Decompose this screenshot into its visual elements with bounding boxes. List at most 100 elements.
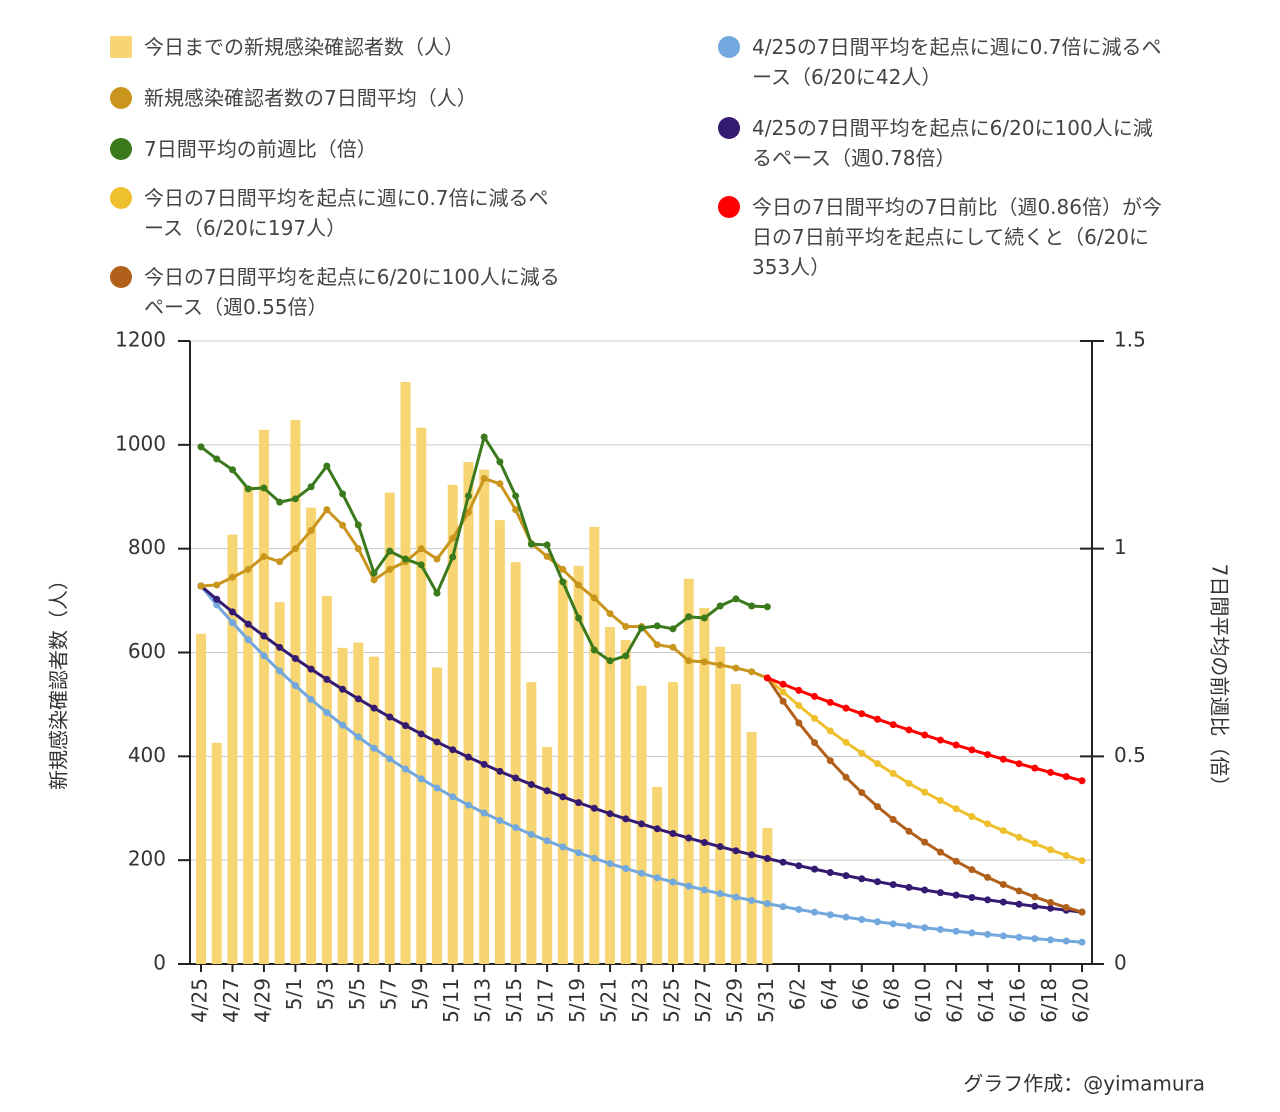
point [669,625,677,633]
x-tick-label: 4/27 [219,978,243,1023]
legend-marker [718,196,740,218]
point [968,813,976,821]
point [291,654,299,662]
x-tick-label: 6/18 [1037,978,1061,1023]
point [543,541,551,549]
point [512,774,520,782]
x-tick-label: 5/31 [754,978,778,1023]
point [386,713,394,721]
point [1047,936,1055,944]
point [763,603,771,611]
point [811,714,819,722]
point [921,838,929,846]
legend-entry: 4/25の7日間平均を起点に6/20に100人に減るペース（週0.78倍） [718,113,1172,173]
point [763,855,771,863]
point [590,854,598,862]
x-tick-label: 5/9 [408,978,432,1010]
point [873,715,881,723]
point [228,608,236,616]
point [858,710,866,718]
point [213,581,221,589]
x-tick-label: 6/20 [1069,978,1093,1023]
point [1031,840,1039,848]
point [480,475,488,483]
point [858,875,866,883]
bar [494,520,505,964]
point [606,810,614,818]
bar [715,646,726,964]
point [1047,846,1055,854]
point [732,595,740,603]
bar [431,667,442,964]
point [464,492,472,500]
point [260,484,268,492]
x-tick-label: 5/27 [691,978,715,1023]
bar [510,562,521,964]
point [795,905,803,913]
y-tick-label: 1000 [115,431,166,455]
bar [589,526,600,964]
point [339,490,347,498]
point [1015,760,1023,768]
bar [699,607,710,964]
point [449,534,457,542]
bar [573,565,584,964]
point [228,466,236,474]
point [999,898,1007,906]
point [716,602,724,610]
bar [416,427,427,965]
point [307,526,315,534]
legend-entry: 今日の7日間平均の7日前比（週0.86倍）が今日の7日前平均を起点にして続くと（… [718,192,1172,282]
point [323,462,331,470]
y2-tick-label: 1 [1114,535,1127,559]
point [291,495,299,503]
point [826,757,834,765]
point [779,697,787,705]
x-tick-label: 5/7 [376,978,400,1010]
legend-label: 今日の7日間平均を起点に週に0.7倍に減るペース（6/20に197人） [144,186,549,240]
point [543,837,551,845]
x-tick-label: 6/2 [785,978,809,1010]
bar [321,595,332,964]
y-tick-label: 0 [153,951,166,975]
point [905,883,913,891]
bar [667,682,678,964]
y2-tick-label: 1.5 [1114,328,1146,352]
point [449,746,457,754]
bar [479,469,490,964]
point [889,721,897,729]
point [858,916,866,924]
point [464,508,472,516]
x-tick-label: 5/23 [628,978,652,1023]
point [559,793,567,801]
point [433,555,441,563]
point [779,858,787,866]
point [716,661,724,669]
point [826,868,834,876]
x-tick-label: 5/13 [471,978,495,1023]
legend-entry: 新規感染確認者数の7日間平均（人） [110,83,564,113]
point [999,932,1007,940]
y-tick-label: 400 [128,743,166,767]
point [968,746,976,754]
legend-entry: 今日の7日間平均を起点に6/20に100人に減るペース（週0.55倍） [110,262,564,322]
point [590,804,598,812]
y-tick-label: 200 [128,847,166,871]
point [433,738,441,746]
bar [337,647,348,964]
point [685,613,693,621]
point [197,582,205,590]
point [496,767,504,775]
point [323,709,331,717]
point [575,799,583,807]
point [968,929,976,937]
legend-marker [718,36,740,58]
bar [243,486,254,964]
point [244,636,252,644]
point [889,920,897,928]
point [653,825,661,833]
x-tick-label: 6/12 [943,978,967,1023]
point [732,893,740,901]
y-axis-label: 新規感染確認者数（人） [47,570,71,790]
point [386,547,394,555]
